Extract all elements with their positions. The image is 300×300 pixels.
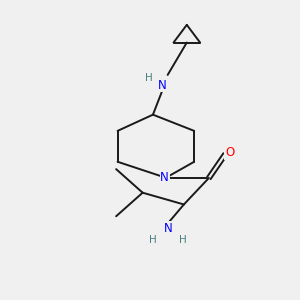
Text: N: N [164,221,172,235]
Text: N: N [158,79,167,92]
Text: H: H [149,235,157,245]
Text: H: H [145,73,153,83]
Text: O: O [225,146,234,159]
Text: N: N [160,172,169,184]
Text: H: H [179,235,187,245]
